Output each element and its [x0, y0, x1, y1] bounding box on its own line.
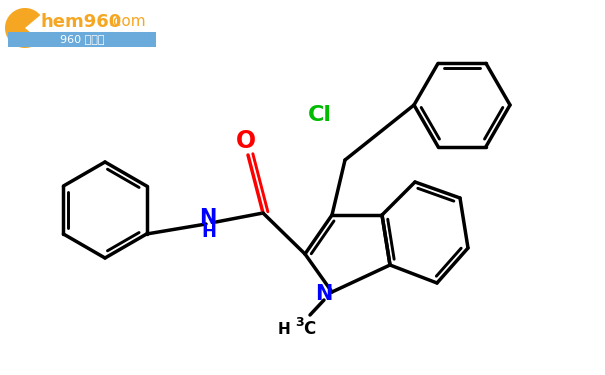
Text: .com: .com — [108, 15, 146, 30]
Text: N: N — [315, 284, 333, 304]
Text: N: N — [199, 208, 217, 228]
Text: Cl: Cl — [308, 105, 332, 125]
Text: C: C — [303, 320, 315, 338]
Bar — [8, 32, 156, 47]
Wedge shape — [5, 8, 41, 48]
Text: H: H — [277, 321, 290, 336]
Text: O: O — [236, 129, 256, 153]
Text: H: H — [201, 223, 217, 241]
Text: hem960: hem960 — [40, 13, 121, 31]
Text: 960 化工网: 960 化工网 — [60, 34, 104, 44]
Text: 3: 3 — [295, 316, 304, 329]
